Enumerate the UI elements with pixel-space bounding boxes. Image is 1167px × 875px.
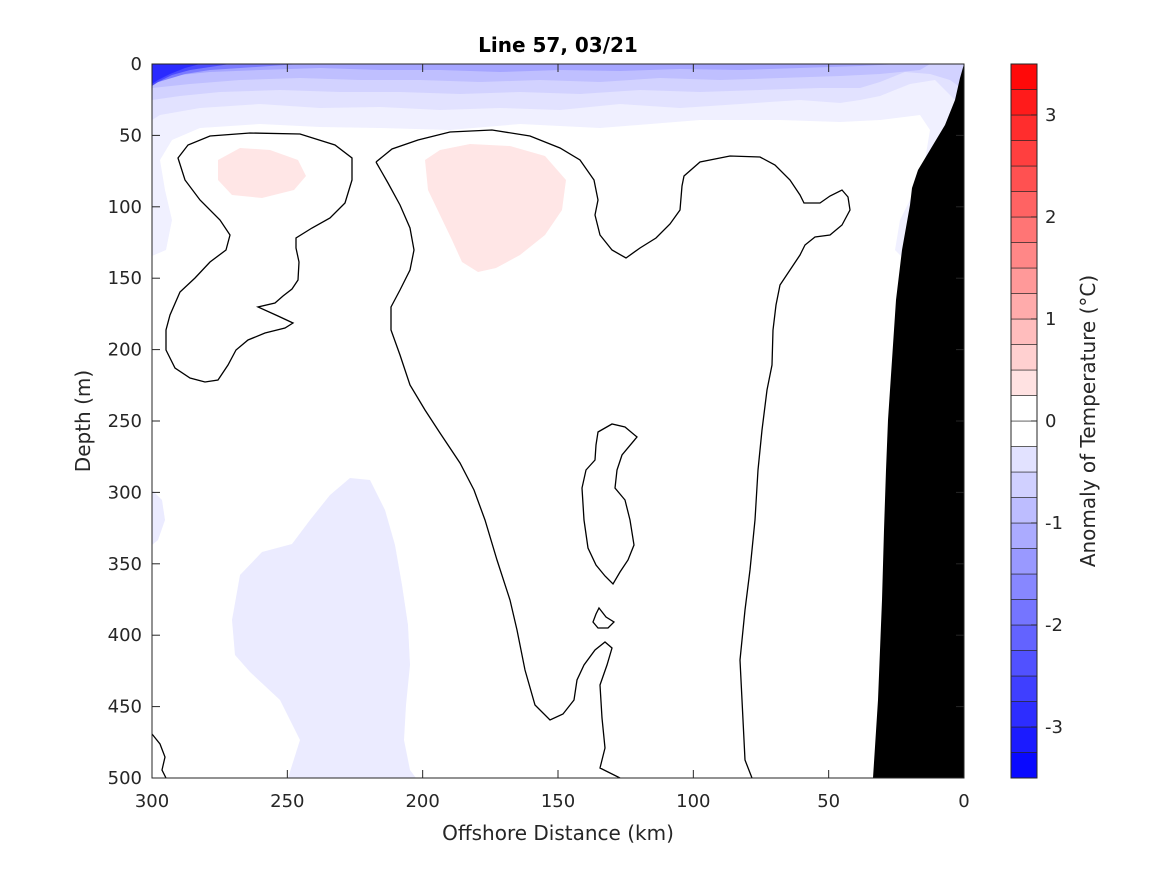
y-tick-label: 100 <box>108 197 142 218</box>
x-tick-label: 150 <box>541 791 575 812</box>
zero-contours <box>152 129 851 778</box>
colorbar-segment <box>1010 497 1038 524</box>
zero-contour-southwest <box>152 733 167 778</box>
y-tick-label: 300 <box>108 482 142 503</box>
colorbar-segment <box>1010 446 1038 473</box>
x-tick-label: 50 <box>817 791 840 812</box>
colorbar-tick-label: 2 <box>1045 207 1056 228</box>
colorbar-segment <box>1010 548 1038 575</box>
colorbar-segment <box>1010 89 1038 116</box>
surface-cold-band-1 <box>152 64 964 260</box>
colorbar-segment <box>1010 293 1038 320</box>
y-tick-label: 50 <box>119 125 142 146</box>
colorbar-tick-label: -2 <box>1045 615 1063 636</box>
x-axis-title: Offshore Distance (km) <box>442 821 674 845</box>
y-tick-label: 500 <box>108 768 142 789</box>
y-axis-title: Depth (m) <box>71 370 95 472</box>
colorbar-segment <box>1010 650 1038 677</box>
colorbar-segment <box>1010 420 1038 447</box>
colorbar-segment <box>1010 752 1038 779</box>
left-edge-cold-patch <box>152 490 165 545</box>
surface-cold-band-5 <box>152 64 900 78</box>
zero-contour-central-top <box>375 129 851 778</box>
colorbar-segment <box>1010 242 1038 269</box>
colorbar-segment <box>1010 140 1038 167</box>
colorbar: -3 -2 -1 0 1 2 3 <box>1010 63 1063 779</box>
chart-title: Line 57, 03/21 <box>478 33 638 57</box>
warm-patch-west <box>218 148 306 198</box>
colorbar-segment <box>1010 599 1038 626</box>
colorbar-segment <box>1010 267 1038 294</box>
y-tick-label: 200 <box>108 340 142 361</box>
colorbar-segment <box>1010 216 1038 243</box>
bathymetry-fill <box>873 64 964 778</box>
colorbar-segment <box>1010 114 1038 141</box>
y-tick-label: 450 <box>108 697 142 718</box>
x-tick-label: 0 <box>958 791 969 812</box>
x-tick-label: 200 <box>405 791 439 812</box>
colorbar-title: Anomaly of Temperature (°C) <box>1076 275 1100 567</box>
colorbar-segment <box>1010 369 1038 396</box>
x-tick-label: 300 <box>135 791 169 812</box>
colorbar-segment <box>1010 701 1038 728</box>
zero-contour-central <box>375 161 621 778</box>
colorbar-segment <box>1010 726 1038 753</box>
colorbar-segment <box>1010 318 1038 345</box>
colorbar-tick-label: -1 <box>1045 513 1063 534</box>
plot-area <box>152 64 964 778</box>
colorbar-segment <box>1010 63 1038 90</box>
zero-contour-west-loop <box>165 132 353 383</box>
x-axis: 300 250 200 150 100 50 0 <box>135 64 970 812</box>
x-tick-label: 100 <box>676 791 710 812</box>
surface-cold-band-8 <box>152 64 200 84</box>
y-tick-label: 150 <box>108 268 142 289</box>
colorbar-segment <box>1010 522 1038 549</box>
colorbar-tick-label: -3 <box>1045 717 1063 738</box>
colorbar-segment <box>1010 675 1038 702</box>
x-tick-label: 250 <box>270 791 304 812</box>
colorbar-tick-label: 1 <box>1045 309 1056 330</box>
y-tick-label: 0 <box>131 54 142 75</box>
colorbar-segment <box>1010 471 1038 498</box>
deep-cold-patch <box>232 478 416 778</box>
colorbar-tick-label: 0 <box>1045 411 1056 432</box>
warm-patch-central <box>425 144 566 272</box>
y-tick-label: 350 <box>108 554 142 575</box>
y-tick-label: 250 <box>108 411 142 432</box>
colorbar-segment <box>1010 165 1038 192</box>
y-tick-label: 400 <box>108 625 142 646</box>
zero-contour-island-lower <box>592 606 616 629</box>
colorbar-segment <box>1010 395 1038 422</box>
surface-cold-band-4 <box>152 64 930 88</box>
colorbar-tick-label: 3 <box>1045 105 1056 126</box>
colorbar-segment <box>1010 573 1038 600</box>
colorbar-segment <box>1010 344 1038 371</box>
colorbar-segment <box>1010 191 1038 218</box>
colorbar-segment <box>1010 624 1038 651</box>
zero-contour-island-upper <box>581 423 638 586</box>
y-axis: 0 50 100 150 200 250 300 350 400 450 500 <box>108 54 964 789</box>
